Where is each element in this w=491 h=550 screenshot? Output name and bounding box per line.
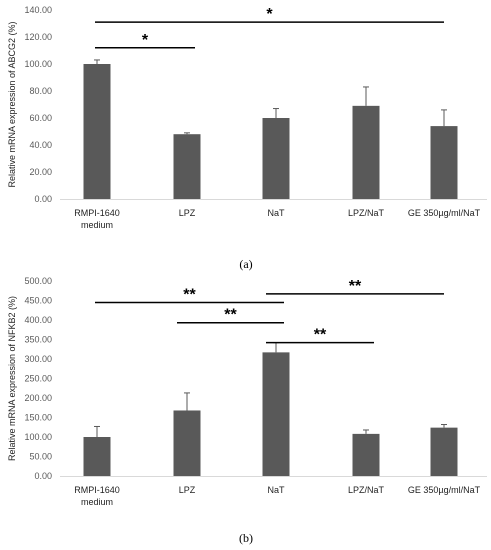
y-tick-label: 0.00 xyxy=(34,471,52,481)
x-tick-label-line: medium xyxy=(81,220,113,230)
y-tick-label: 300.00 xyxy=(24,354,52,364)
bar xyxy=(352,433,380,476)
significance-marker: * xyxy=(142,32,149,49)
bar xyxy=(430,427,458,476)
y-tick-label: 100.00 xyxy=(24,59,52,69)
x-tick-label-line: LPZ xyxy=(179,485,196,495)
bar xyxy=(173,410,201,476)
bar xyxy=(262,352,290,476)
bar xyxy=(262,118,290,199)
x-tick-label: NaT xyxy=(267,208,285,218)
y-tick-label: 50.00 xyxy=(29,452,52,462)
bar xyxy=(83,64,111,199)
significance-marker: ** xyxy=(349,278,362,295)
significance-marker: * xyxy=(266,6,273,23)
y-tick-label: 150.00 xyxy=(24,413,52,423)
y-axis-label: Relative mRNA expression of ABCG2 (%) xyxy=(7,21,17,187)
x-tick-label-line: NaT xyxy=(267,208,285,218)
bar xyxy=(352,105,380,199)
x-tick-label: GE 350µg/ml/NaT xyxy=(408,485,481,495)
y-tick-label: 60.00 xyxy=(29,113,52,123)
panel-label: (b) xyxy=(239,531,253,545)
y-tick-label: 120.00 xyxy=(24,32,52,42)
x-tick-label: GE 350µg/ml/NaT xyxy=(408,208,481,218)
x-tick-label-line: LPZ/NaT xyxy=(348,208,385,218)
y-tick-label: 450.00 xyxy=(24,296,52,306)
x-tick-label-line: medium xyxy=(81,497,113,507)
x-tick-label: LPZ/NaT xyxy=(348,485,385,495)
x-tick-label: LPZ xyxy=(179,485,196,495)
x-tick-label-line: LPZ xyxy=(179,208,196,218)
y-tick-label: 100.00 xyxy=(24,432,52,442)
x-tick-label: LPZ xyxy=(179,208,196,218)
chart-panel-b: 0.00 50.00 100.00 150.00 200.00 250.00 300.00 3… xyxy=(7,276,487,545)
significance-marker: ** xyxy=(224,307,237,324)
x-tick-label-line: RMPI-1640 xyxy=(74,208,120,218)
bar xyxy=(430,126,458,199)
chart-panel-a: 0.00 20.00 40.00 60.00 80.00 100.00 120.00 140.… xyxy=(7,5,487,271)
x-tick-label: RMPI-1640 medium xyxy=(74,208,120,230)
x-tick-label-line: GE 350µg/ml/NaT xyxy=(408,208,481,218)
y-tick-label: 80.00 xyxy=(29,86,52,96)
y-tick-label: 500.00 xyxy=(24,276,52,286)
x-tick-label: NaT xyxy=(267,485,285,495)
y-tick-label: 0.00 xyxy=(34,194,52,204)
significance-marker: ** xyxy=(314,327,327,344)
significance-marker: ** xyxy=(183,286,196,303)
x-tick-label-line: RMPI-1640 xyxy=(74,485,120,495)
bar xyxy=(83,437,111,476)
x-tick-label: LPZ/NaT xyxy=(348,208,385,218)
y-tick-label: 250.00 xyxy=(24,374,52,384)
panel-label: (a) xyxy=(239,257,252,271)
y-tick-label: 140.00 xyxy=(24,5,52,15)
y-tick-label: 40.00 xyxy=(29,140,52,150)
bar xyxy=(173,134,201,199)
x-tick-label-line: GE 350µg/ml/NaT xyxy=(408,485,481,495)
y-tick-label: 350.00 xyxy=(24,335,52,345)
x-tick-label-line: LPZ/NaT xyxy=(348,485,385,495)
x-tick-label-line: NaT xyxy=(267,485,285,495)
y-tick-label: 200.00 xyxy=(24,393,52,403)
y-tick-label: 400.00 xyxy=(24,315,52,325)
y-axis-label: Relative mRNA expression of NFKB2 (%) xyxy=(7,296,17,461)
x-tick-label: RMPI-1640 medium xyxy=(74,485,120,507)
y-tick-label: 20.00 xyxy=(29,167,52,177)
